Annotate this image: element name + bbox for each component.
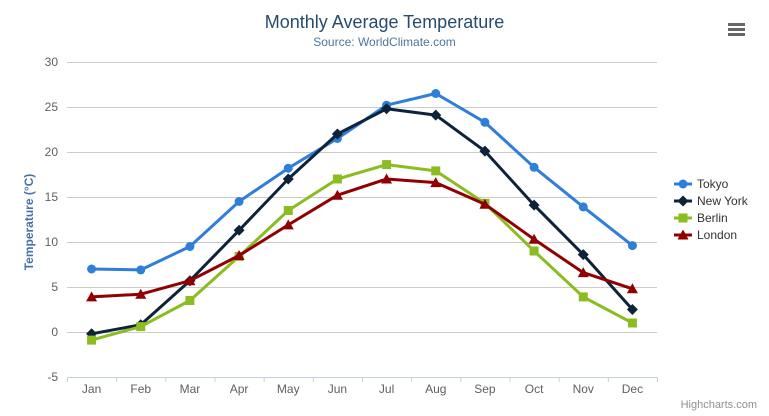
x-axis-label: Jan [82, 382, 101, 396]
y-axis-tick-label: 20 [45, 145, 59, 159]
x-axis-label: Mar [180, 382, 201, 396]
square-marker[interactable] [185, 296, 195, 305]
triangle-marker[interactable] [331, 189, 343, 200]
diamond-marker[interactable] [528, 199, 540, 211]
circle-marker[interactable] [578, 202, 588, 212]
series-tokyo [87, 89, 637, 275]
x-axis-label: Feb [130, 382, 151, 396]
diamond-marker[interactable] [430, 109, 442, 121]
square-marker[interactable] [578, 292, 588, 302]
export-menu-button[interactable] [726, 17, 751, 41]
triangle-marker[interactable] [184, 275, 196, 286]
x-axis-label: Jun [328, 382, 347, 396]
y-axis-tick-label: 10 [45, 235, 59, 249]
hamburger-menu-icon [728, 22, 745, 26]
x-axis-label: May [277, 382, 300, 396]
circle-marker[interactable] [185, 242, 195, 251]
square-marker[interactable] [283, 206, 293, 215]
circle-marker [678, 179, 688, 189]
circle-marker[interactable] [283, 163, 293, 173]
hamburger-menu-icon [728, 32, 745, 36]
hamburger-menu-icon [728, 27, 745, 31]
x-axis-label: Nov [573, 382, 594, 396]
series-line [90, 177, 634, 299]
circle-marker[interactable] [480, 117, 490, 127]
diamond-marker[interactable] [626, 304, 638, 315]
diamond-marker [677, 195, 689, 207]
circle-marker[interactable] [431, 89, 441, 98]
triangle-marker[interactable] [282, 219, 294, 230]
diamond-marker[interactable] [479, 145, 491, 157]
legend-item-london[interactable]: London [674, 228, 737, 242]
x-axis-label: Oct [525, 382, 544, 396]
triangle-marker[interactable] [626, 283, 638, 294]
legend-item-tokyo[interactable]: Tokyo [674, 177, 729, 191]
credits-link[interactable]: Highcharts.com [680, 399, 757, 411]
x-axis-label: Aug [425, 382, 446, 396]
diamond-marker[interactable] [577, 249, 589, 261]
square-marker[interactable] [382, 160, 392, 170]
diamond-marker[interactable] [233, 224, 245, 236]
square-marker[interactable] [431, 166, 441, 176]
x-axis-label: Sep [474, 382, 496, 396]
triangle-marker[interactable] [233, 250, 245, 260]
triangle-marker[interactable] [381, 173, 393, 184]
circle-marker[interactable] [136, 265, 146, 275]
triangle-marker [677, 229, 689, 240]
series-line [90, 107, 634, 336]
y-axis-tick-label: 5 [51, 280, 58, 294]
triangle-marker[interactable] [135, 288, 147, 299]
y-axis-tick-label: 25 [45, 100, 59, 114]
square-marker[interactable] [529, 246, 539, 256]
series-line [90, 163, 634, 342]
triangle-marker[interactable] [86, 291, 98, 302]
legend-label: Berlin [697, 211, 728, 225]
square-marker[interactable] [627, 318, 637, 328]
x-axis-label: Jul [379, 382, 394, 396]
legend-label: Tokyo [697, 177, 729, 191]
legend-item-berlin[interactable]: Berlin [674, 211, 728, 225]
y-axis-tick-label: 30 [45, 55, 59, 69]
y-axis-tick-label: 0 [51, 325, 58, 339]
circle-marker[interactable] [234, 197, 244, 206]
y-axis-tick-label: 15 [45, 190, 59, 204]
legend-label: New York [697, 194, 749, 208]
chart-title: Monthly Average Temperature [264, 12, 505, 32]
square-marker[interactable] [332, 174, 342, 184]
triangle-marker[interactable] [577, 267, 589, 278]
diamond-marker[interactable] [331, 128, 343, 140]
circle-marker[interactable] [529, 162, 539, 172]
chart-subtitle: Source: WorldClimate.com [313, 35, 456, 49]
x-axis-label: Dec [622, 382, 643, 396]
x-axis-label: Apr [230, 382, 249, 396]
y-axis-tick-label: -5 [47, 370, 58, 384]
triangle-marker[interactable] [479, 198, 491, 209]
series-new-york [86, 103, 638, 340]
legend-label: London [697, 228, 737, 242]
circle-marker[interactable] [627, 241, 637, 251]
circle-marker[interactable] [87, 264, 97, 274]
diamond-marker[interactable] [282, 173, 294, 185]
diamond-marker[interactable] [381, 103, 393, 115]
square-marker[interactable] [87, 335, 97, 345]
triangle-marker[interactable] [430, 177, 442, 188]
triangle-marker[interactable] [528, 233, 540, 244]
legend-item-new-york[interactable]: New York [674, 194, 749, 208]
square-marker[interactable] [136, 322, 146, 332]
series-london [86, 173, 638, 302]
square-marker [678, 213, 688, 223]
